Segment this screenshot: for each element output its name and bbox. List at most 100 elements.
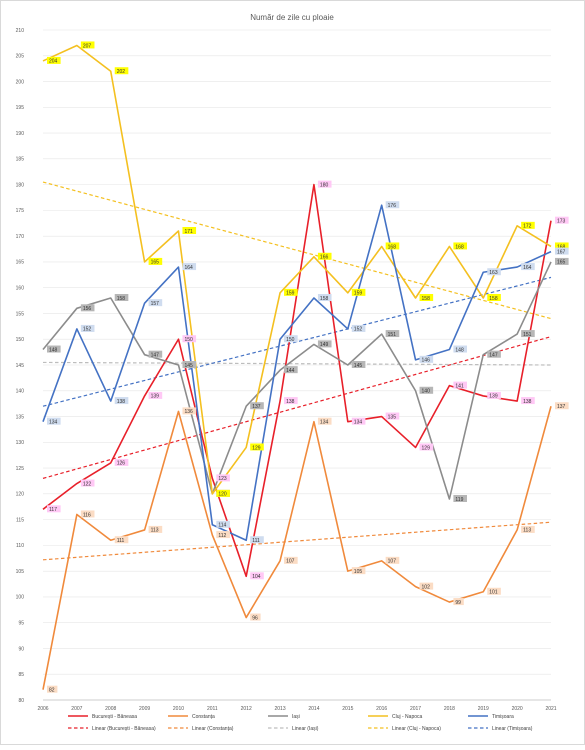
y-tick-label-110: 110 — [16, 543, 24, 549]
y-tick-label-160: 160 — [16, 285, 25, 291]
data-label-text: 139 — [151, 394, 160, 400]
data-label-text: 107 — [388, 559, 397, 565]
data-label-iasi-2017: 140 — [419, 386, 434, 395]
data-label-constanta-2009: 113 — [148, 525, 163, 534]
data-label-bg — [114, 67, 129, 75]
data-label-iasi-2014: 149 — [317, 340, 332, 348]
data-label-text: 150 — [286, 337, 295, 343]
legend-label-constanta: Constanța — [192, 714, 215, 720]
data-label-bucuresti-baneasa-2021: 173 — [555, 216, 569, 224]
data-label-bg — [250, 572, 264, 580]
data-label-text: 102 — [422, 584, 431, 590]
legend-label-linear-cluj-napoca: Linear (Cluj - Napoca) — [392, 726, 441, 732]
data-label-bg — [216, 474, 230, 482]
y-tick-label-155: 155 — [16, 311, 25, 317]
data-label-bg — [351, 288, 366, 296]
data-label-bg — [114, 294, 129, 301]
data-label-iasi-2008: 158 — [114, 294, 129, 302]
trendline-linear-constanta — [42, 521, 552, 561]
data-label-text: 138 — [523, 399, 532, 405]
data-label-constanta-2012: 96 — [250, 613, 261, 621]
chart-title: Număr de zile cu ploaie — [250, 13, 334, 22]
y-tick-label-135: 135 — [16, 414, 25, 420]
y-tick-label-95: 95 — [18, 620, 24, 626]
data-label-text: 204 — [49, 59, 58, 65]
x-tick-label-2012: 2012 — [241, 706, 252, 712]
data-label-text: 158 — [422, 296, 431, 302]
data-label-text: 104 — [252, 574, 261, 580]
data-label-text: 176 — [388, 203, 397, 209]
data-label-iasi-2018: 119 — [453, 495, 467, 503]
data-labels: 117 122 126 139 150 123 104 138 180 134 135 129 141 1… — [47, 41, 569, 693]
data-label-text: 113 — [523, 528, 531, 534]
data-label-cluj-napoca-2015: 159 — [351, 288, 366, 297]
data-label-text: 134 — [320, 419, 329, 425]
y-tick-label-85: 85 — [18, 672, 24, 678]
y-tick-label-150: 150 — [16, 337, 25, 343]
data-label-constanta-2020: 113 — [521, 525, 535, 534]
data-label-bg — [47, 417, 61, 425]
y-tick-label-105: 105 — [16, 569, 25, 575]
data-label-cluj-napoca-2021: 168 — [555, 242, 569, 250]
data-label-cluj-napoca-2009: 165 — [148, 257, 163, 266]
data-label-bg — [317, 252, 332, 260]
data-label-text: 156 — [83, 306, 92, 312]
data-label-bg — [47, 56, 61, 64]
data-label-text: 147 — [151, 352, 160, 358]
data-label-constanta-2016: 107 — [385, 556, 400, 565]
data-label-bucuresti-baneasa-2007: 122 — [80, 479, 95, 487]
data-label-cluj-napoca-2016: 168 — [385, 242, 400, 250]
legend-label-bucuresti-baneasa: București - Băneasa — [92, 714, 137, 720]
data-label-text: 136 — [184, 409, 193, 415]
data-label-text: 158 — [320, 296, 329, 302]
data-label-text: 145 — [354, 363, 363, 369]
data-label-bg — [284, 288, 298, 296]
data-label-bg — [385, 412, 400, 420]
series-line-constanta — [42, 406, 552, 690]
y-tick-label-170: 170 — [16, 234, 25, 240]
data-label-text: 163 — [489, 270, 498, 276]
data-label-bg — [148, 525, 163, 533]
data-label-bg — [555, 257, 569, 265]
data-label-bg — [487, 294, 501, 301]
y-tick-label-180: 180 — [16, 182, 25, 188]
data-label-text: 148 — [455, 347, 464, 353]
data-label-timisoara-2015: 152 — [351, 324, 366, 333]
legend-label-linear-iasi: Linear (Iași) — [292, 726, 319, 732]
data-label-cluj-napoca-2007: 207 — [80, 41, 95, 49]
x-tick-label-2020: 2020 — [512, 706, 523, 712]
data-label-text: 172 — [523, 224, 532, 230]
x-tick-label-2014: 2014 — [308, 706, 319, 712]
data-label-bg — [182, 361, 197, 368]
data-label-text: 152 — [354, 327, 363, 333]
data-label-timisoara-2014: 158 — [317, 294, 332, 302]
data-label-timisoara-2018: 148 — [453, 345, 467, 353]
y-tick-label-210: 210 — [16, 28, 25, 34]
data-label-text: 129 — [422, 445, 431, 451]
data-label-bg — [47, 685, 58, 693]
data-label-bg — [317, 180, 332, 188]
data-label-text: 111 — [252, 538, 260, 544]
data-label-bg — [80, 304, 95, 312]
data-label-bg — [182, 263, 197, 271]
trendline-linear-iasi — [42, 361, 552, 366]
legend-label-cluj-napoca: Cluj - Napoca — [392, 714, 423, 720]
x-tick-label-2015: 2015 — [342, 706, 353, 712]
data-label-bg — [80, 510, 95, 518]
data-label-text: 138 — [117, 399, 126, 405]
data-label-text: 157 — [151, 301, 160, 307]
data-label-text: 146 — [422, 358, 431, 364]
data-label-iasi-2019: 147 — [487, 350, 501, 358]
data-label-text: 101 — [489, 590, 498, 596]
data-label-text: 165 — [557, 260, 566, 266]
legend-label-iasi: Iași — [292, 714, 300, 720]
y-tick-label-140: 140 — [16, 389, 25, 395]
data-label-bg — [555, 242, 569, 250]
data-label-timisoara-2017: 146 — [419, 355, 434, 364]
data-label-timisoara-2011: 114 — [216, 520, 230, 529]
data-label-iasi-2009: 147 — [148, 350, 163, 358]
data-label-timisoara-2021: 167 — [555, 247, 569, 255]
data-label-text: 168 — [388, 244, 397, 250]
data-label-bg — [47, 345, 61, 353]
